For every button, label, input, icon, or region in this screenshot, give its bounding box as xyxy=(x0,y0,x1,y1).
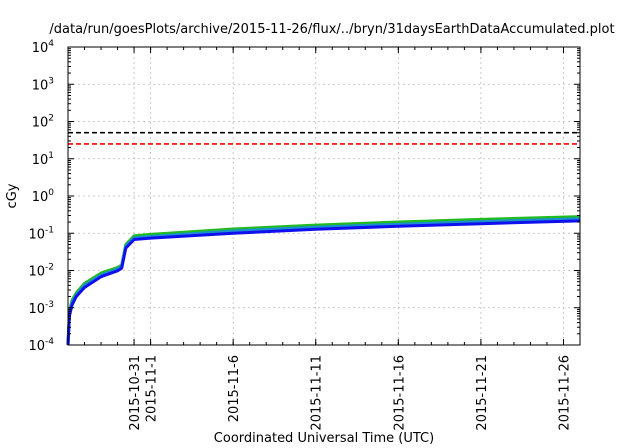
y-tick-labels: 10-4 10-3 10-2 10-1 100 101 102 103 104 xyxy=(28,39,54,354)
chart-title: /data/run/goesPlots/archive/2015-11-26/f… xyxy=(49,22,614,37)
x-tick-label: 2015-11-11 xyxy=(310,355,325,431)
grid-lines xyxy=(68,47,580,345)
series-line xyxy=(66,219,581,346)
y-tick-label: 104 xyxy=(32,39,55,56)
x-axis-label: Coordinated Universal Time (UTC) xyxy=(214,431,434,446)
y-axis-label: cGy xyxy=(5,183,20,208)
x-tick-label: 2015-10-31 xyxy=(128,355,143,431)
x-tick-label: 2015-11-1 xyxy=(145,355,160,422)
y-tick-label: 101 xyxy=(32,151,54,168)
x-tick-labels: 2015-10-31 2015-11-1 2015-11-6 2015-11-11 20… xyxy=(128,355,572,431)
y-tick-label: 10-3 xyxy=(28,300,54,317)
y-tick-label: 10-2 xyxy=(28,263,54,280)
x-tick-label: 2015-11-21 xyxy=(475,355,490,431)
y-tick-label: 10-1 xyxy=(28,225,54,242)
threshold-lines xyxy=(68,131,580,145)
axis-ticks xyxy=(67,46,581,346)
y-tick-label: 102 xyxy=(32,114,54,131)
series-lines xyxy=(66,215,581,346)
x-tick-label: 2015-11-6 xyxy=(227,355,242,422)
y-tick-label: 103 xyxy=(32,76,54,93)
x-tick-label: 2015-11-26 xyxy=(557,355,572,431)
y-tick-label: 10-4 xyxy=(28,337,54,354)
x-tick-label: 2015-11-16 xyxy=(392,355,407,431)
y-tick-label: 100 xyxy=(32,188,55,205)
